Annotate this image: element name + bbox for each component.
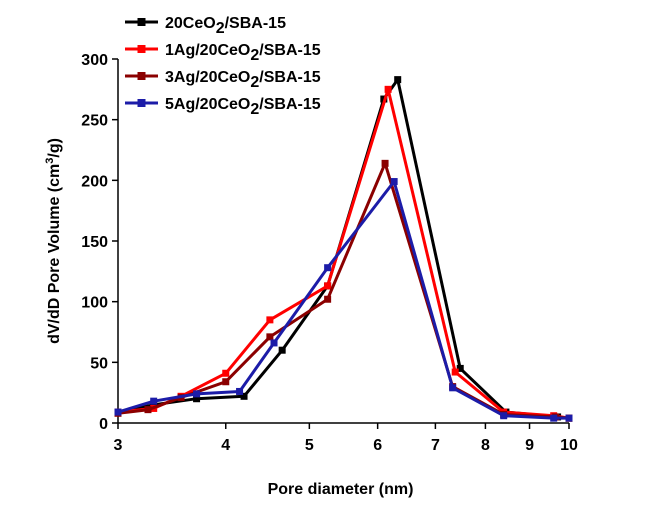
legend: 20CeO2/SBA-15 1Ag/20CeO2/SBA-15 3Ag/20CeO2… <box>125 15 321 118</box>
data-point <box>278 346 286 354</box>
legend-label: 5Ag/20CeO2/SBA-15 <box>165 96 321 118</box>
data-point <box>150 397 158 405</box>
y-tick-label: 200 <box>81 173 108 190</box>
data-point <box>240 392 248 400</box>
data-point <box>324 295 332 303</box>
x-tick-label: 9 <box>525 437 534 454</box>
data-point <box>324 282 332 290</box>
series-line <box>117 180 569 420</box>
x-tick-label: 8 <box>481 437 490 454</box>
data-point <box>236 387 244 395</box>
x-tick-label: 7 <box>431 437 440 454</box>
legend-item: 1Ag/20CeO2/SBA-15 <box>125 42 321 64</box>
legend-swatch-marker <box>137 45 146 53</box>
y-axis-title-main: dV/dD Pore Volume (cm <box>46 164 63 344</box>
data-point <box>114 408 122 416</box>
x-tick-label: 4 <box>221 437 230 454</box>
series-line <box>117 87 570 420</box>
y-tick-label: 300 <box>81 52 108 69</box>
y-axis-title-tail: /g) <box>46 138 63 158</box>
data-point <box>222 369 230 377</box>
data-point <box>451 368 459 376</box>
y-tick-label: 50 <box>90 355 108 372</box>
x-axis-title: Pore diameter (nm) <box>268 481 414 498</box>
legend-label: 20CeO2/SBA-15 <box>165 15 286 37</box>
data-point <box>222 378 230 386</box>
y-axis-title-superscript: 3 <box>44 158 56 164</box>
y-axis-title: dV/dD Pore Volume (cm3/g) <box>44 138 63 344</box>
legend-swatch-marker <box>137 99 146 107</box>
series-2 <box>114 85 573 422</box>
series-4 <box>114 178 573 422</box>
legend-item: 3Ag/20CeO2/SBA-15 <box>125 69 321 91</box>
data-point <box>266 333 274 341</box>
data-point <box>565 414 573 422</box>
data-point <box>384 85 392 93</box>
series-line <box>117 161 570 420</box>
data-point <box>270 339 278 347</box>
y-tick-label: 150 <box>81 234 108 251</box>
legend-label: 3Ag/20CeO2/SBA-15 <box>165 69 321 91</box>
axes: 3 4 5 6 7 8 9 10 0 50 100 150 200 250 300 <box>81 52 578 454</box>
data-point <box>324 264 332 272</box>
y-tick-label: 100 <box>81 295 108 312</box>
x-axis-ticks: 3 4 5 6 7 8 9 10 <box>114 423 578 454</box>
data-point <box>390 178 398 186</box>
y-tick-label: 250 <box>81 113 108 130</box>
data-point <box>550 414 558 422</box>
legend-swatch-marker <box>137 18 146 26</box>
data-point <box>449 384 457 392</box>
data-point <box>381 159 389 167</box>
legend-item: 5Ag/20CeO2/SBA-15 <box>125 96 321 118</box>
data-point <box>193 395 201 403</box>
data-point <box>394 76 402 84</box>
legend-label: 1Ag/20CeO2/SBA-15 <box>165 42 321 64</box>
x-tick-label: 10 <box>560 437 578 454</box>
data-point <box>144 406 152 414</box>
series-3 <box>114 159 573 422</box>
data-point <box>500 412 508 420</box>
y-tick-label: 0 <box>99 416 108 433</box>
x-tick-label: 5 <box>305 437 314 454</box>
data-point <box>150 401 158 409</box>
data-point <box>456 364 464 372</box>
y-axis-ticks: 0 50 100 150 200 250 300 <box>81 52 118 433</box>
legend-swatch-marker <box>137 72 146 80</box>
x-tick-label: 6 <box>373 437 382 454</box>
data-point <box>266 316 274 324</box>
data-point <box>193 390 201 398</box>
x-tick-label: 3 <box>114 437 123 454</box>
series-layer <box>114 76 573 422</box>
legend-item: 20CeO2/SBA-15 <box>125 15 286 37</box>
